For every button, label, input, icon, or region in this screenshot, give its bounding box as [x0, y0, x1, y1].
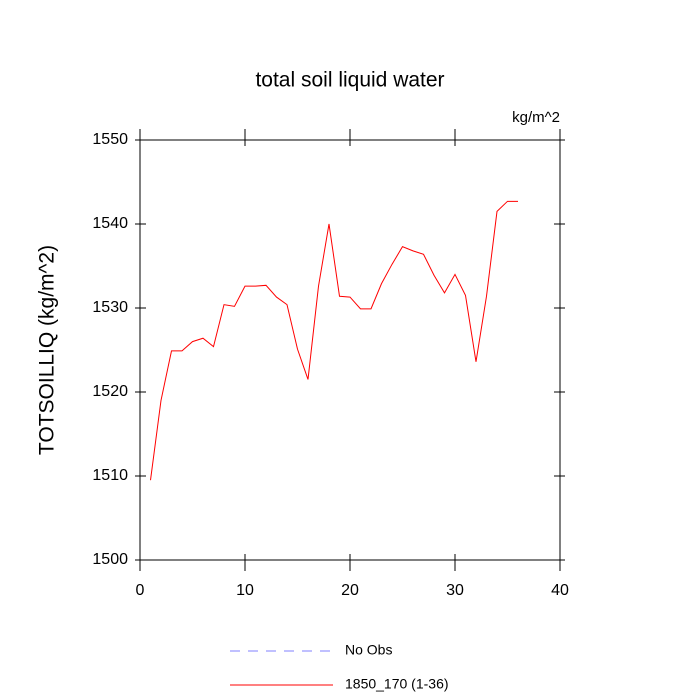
data-line [150, 200, 518, 481]
x-tick-label: 20 [341, 582, 359, 599]
legend-label: 1850_170 (1-36) [345, 676, 449, 692]
y-tick-label: 1550 [92, 131, 128, 148]
legend-label: No Obs [345, 642, 392, 658]
y-tick-label: 1540 [92, 215, 128, 232]
y-axis-label: TOTSOILLIQ (kg/m^2) [36, 245, 59, 455]
y-tick-label: 1530 [92, 299, 128, 316]
x-tick-label: 40 [551, 582, 569, 599]
x-tick-label: 10 [236, 582, 254, 599]
units-label: kg/m^2 [512, 109, 560, 126]
chart-title: total soil liquid water [255, 69, 444, 92]
x-tick-label: 30 [446, 582, 464, 599]
plot-frame [139, 139, 561, 561]
y-tick-label: 1500 [92, 551, 128, 568]
y-tick-label: 1520 [92, 383, 128, 400]
x-tick-label: 0 [136, 582, 145, 599]
y-tick-label: 1510 [92, 467, 128, 484]
